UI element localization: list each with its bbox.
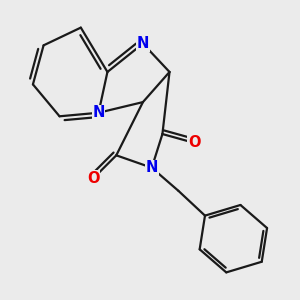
Text: N: N — [146, 160, 158, 175]
Text: N: N — [137, 36, 149, 51]
Text: O: O — [87, 171, 100, 186]
Text: N: N — [92, 105, 105, 120]
Text: O: O — [188, 135, 201, 150]
